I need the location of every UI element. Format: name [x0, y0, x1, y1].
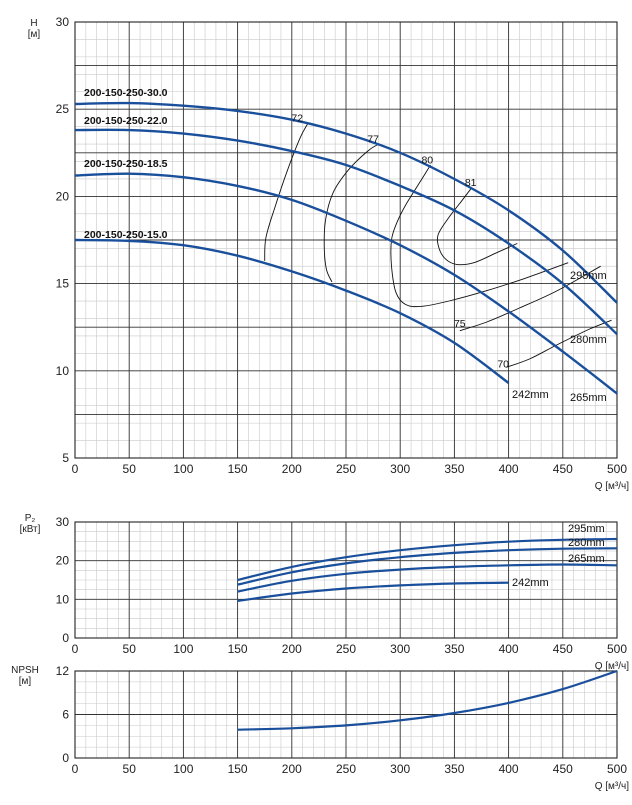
- power-curve-label: 265mm: [568, 553, 605, 565]
- y-axis-unit: [м]: [19, 676, 32, 687]
- x-tick-label: 150: [228, 642, 248, 656]
- x-tick-label: 0: [72, 462, 79, 476]
- y-tick-label: 0: [62, 631, 69, 645]
- head-curve-label: 200-150-250-18.5: [84, 158, 168, 170]
- x-tick-label: 500: [607, 462, 627, 476]
- y-tick-label: 10: [56, 364, 70, 378]
- npsh-curve: [237, 669, 618, 731]
- efficiency-line-77: [323, 143, 379, 283]
- y-axis-label: H: [30, 18, 37, 29]
- efficiency-label: 77: [367, 133, 379, 145]
- efficiency-line-72: [264, 122, 309, 261]
- y-axis-label: P₂: [25, 513, 36, 524]
- head-curve: [74, 172, 618, 395]
- x-tick-label: 350: [444, 462, 464, 476]
- x-tick-label: 50: [123, 642, 137, 656]
- y-tick-label: 20: [56, 189, 70, 203]
- x-tick-label: 0: [72, 642, 79, 656]
- efficiency-line-81: [436, 187, 518, 266]
- head-curve: [74, 101, 618, 304]
- y-tick-label: 30: [56, 515, 70, 529]
- power-curve: [237, 563, 618, 593]
- power-curve: [237, 537, 618, 582]
- diameter-label: 265mm: [570, 392, 607, 404]
- efficiency-line-80: [390, 164, 569, 308]
- head-chart: 0 50 100 150 200 250 300 350 400 450 500 5 10 15 20 25 3…: [28, 15, 629, 492]
- x-tick-label: 100: [173, 462, 193, 476]
- npsh-chart: 0 50 100 150 200 250 300 350 400 450 500 0 6 12 NPSH[м…: [11, 664, 629, 792]
- power-curve: [237, 547, 618, 586]
- x-tick-label: 450: [553, 642, 573, 656]
- y-tick-label: 15: [56, 277, 70, 291]
- x-tick-label: 100: [173, 642, 193, 656]
- efficiency-label: 72: [291, 112, 303, 124]
- diameter-label: 280mm: [570, 334, 607, 346]
- head-curve: [74, 238, 510, 384]
- x-tick-label: 450: [553, 462, 573, 476]
- y-tick-label: 20: [56, 554, 70, 568]
- x-tick-label: 200: [282, 642, 302, 656]
- x-axis-label: Q [м³/ч]: [595, 661, 630, 672]
- y-tick-label: 0: [62, 751, 69, 765]
- efficiency-label: 75: [454, 318, 466, 330]
- y-axis-unit: [м]: [28, 29, 41, 40]
- y-tick-label: 5: [62, 451, 69, 465]
- diameter-label: 295mm: [570, 270, 607, 282]
- y-tick-label: 10: [56, 592, 70, 606]
- x-tick-label: 0: [72, 762, 79, 776]
- x-tick-label: 250: [336, 642, 356, 656]
- power-curve: [237, 581, 509, 602]
- y-tick-label: 6: [62, 708, 69, 722]
- x-tick-label: 300: [390, 762, 410, 776]
- x-tick-label: 500: [607, 642, 627, 656]
- head-curve-label: 200-150-250-22.0: [84, 115, 168, 127]
- x-tick-label: 400: [499, 762, 519, 776]
- x-tick-label: 500: [607, 762, 627, 776]
- y-tick-label: 25: [56, 102, 70, 116]
- diameter-label: 242mm: [512, 389, 549, 401]
- efficiency-line-75: [459, 265, 601, 332]
- y-axis-unit: [кВт]: [20, 524, 41, 535]
- head-curve: [74, 128, 618, 336]
- efficiency-label: 81: [465, 177, 477, 189]
- efficiency-label: 80: [421, 154, 433, 166]
- y-tick-label: 12: [56, 664, 70, 678]
- x-tick-label: 250: [336, 762, 356, 776]
- power-chart: 0 50 100 150 200 250 300 350 400 450 500 0 10 20 30 P₂[…: [20, 513, 630, 672]
- plot-frame: [74, 521, 618, 639]
- power-curve-label: 280mm: [568, 537, 605, 549]
- x-tick-label: 200: [282, 462, 302, 476]
- head-curve-label: 200-150-250-15.0: [84, 229, 168, 241]
- y-axis-label: NPSH: [11, 665, 39, 676]
- x-tick-label: 150: [228, 462, 248, 476]
- x-tick-label: 450: [553, 762, 573, 776]
- x-tick-label: 300: [390, 642, 410, 656]
- x-tick-label: 100: [173, 762, 193, 776]
- x-tick-label: 300: [390, 462, 410, 476]
- major-grid: [74, 670, 618, 759]
- x-axis-label: Q [м³/ч]: [595, 481, 630, 492]
- x-tick-label: 350: [444, 642, 464, 656]
- plot-frame: [74, 670, 618, 759]
- efficiency-line-70: [506, 319, 612, 368]
- x-tick-label: 250: [336, 462, 356, 476]
- x-tick-label: 350: [444, 762, 464, 776]
- x-tick-label: 150: [228, 762, 248, 776]
- x-tick-label: 400: [499, 642, 519, 656]
- x-tick-label: 400: [499, 462, 519, 476]
- x-axis-label: Q [м³/ч]: [595, 781, 630, 792]
- power-curve-label: 242mm: [512, 577, 549, 589]
- y-tick-label: 30: [56, 15, 70, 29]
- x-tick-label: 50: [123, 462, 137, 476]
- efficiency-label: 70: [497, 358, 509, 370]
- power-curve-label: 295mm: [568, 523, 605, 535]
- x-tick-label: 50: [123, 762, 137, 776]
- x-tick-label: 200: [282, 762, 302, 776]
- head-curve-label: 200-150-250-30.0: [84, 87, 168, 99]
